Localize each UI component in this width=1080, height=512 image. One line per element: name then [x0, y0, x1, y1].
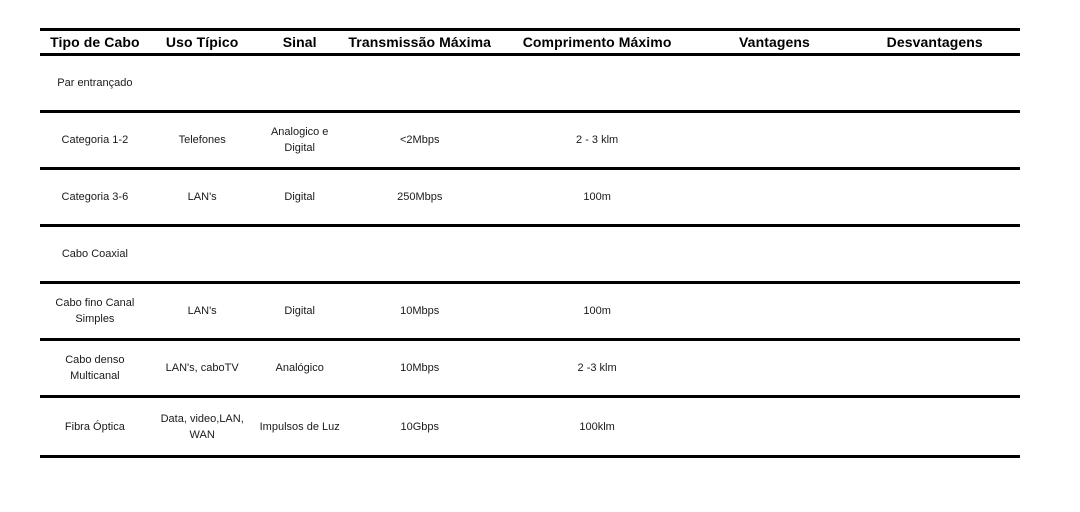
- cell-comprimento-maximo: [495, 226, 700, 283]
- cable-comparison-table: Tipo de Cabo Uso Típico Sinal Transmissã…: [40, 28, 1020, 458]
- cell-desvantagens: [849, 397, 1020, 457]
- header-row: Tipo de Cabo Uso Típico Sinal Transmissã…: [40, 29, 1020, 55]
- cell-uso-tipico: LAN's: [187, 305, 217, 317]
- table-row-cabo-fino-canal-simples: Cabo fino Canal Simples LAN's Digital 10…: [40, 283, 1020, 340]
- cell-tipo-de-cabo: Cabo denso Multicanal: [65, 354, 125, 382]
- cell-sinal: Analógico: [275, 362, 324, 374]
- cell-sinal: [255, 226, 345, 283]
- cell-tipo-de-cabo: Par entrançado: [57, 77, 133, 89]
- cell-uso-tipico: LAN's: [187, 191, 217, 203]
- cell-tipo-de-cabo: Cabo fino Canal Simples: [55, 297, 135, 325]
- cell-transmissao-maxima: <2Mbps: [400, 134, 440, 146]
- column-header-comprimento-maximo: Comprimento Máximo: [522, 33, 672, 50]
- column-header-vantagens: Vantagens: [739, 33, 810, 50]
- cell-uso-tipico: LAN's, caboTV: [165, 362, 239, 374]
- cell-comprimento-maximo: [495, 55, 700, 112]
- table-row-categoria-1-2: Categoria 1-2 Telefones Analogico e Digi…: [40, 112, 1020, 169]
- cell-desvantagens: [849, 112, 1020, 169]
- cell-sinal: Impulsos de Luz: [259, 420, 340, 433]
- cell-tipo-de-cabo: Categoria 3-6: [61, 191, 129, 203]
- cell-tipo-de-cabo: Fibra Óptica: [64, 420, 125, 433]
- cell-transmissao-maxima: 10Mbps: [400, 305, 440, 317]
- cell-tipo-de-cabo: Cabo Coaxial: [61, 248, 128, 260]
- cell-sinal: Digital: [284, 305, 315, 317]
- cell-comprimento-maximo: 100m: [583, 191, 611, 203]
- column-header-uso-tipico: Uso Típico: [165, 33, 239, 50]
- cell-vantagens: [700, 55, 850, 112]
- cell-sinal: Analogico e Digital: [270, 126, 329, 154]
- cell-vantagens: [700, 283, 850, 340]
- cell-vantagens: [700, 397, 850, 457]
- table-row-par-entrancado: Par entrançado: [40, 55, 1020, 112]
- cell-desvantagens: [849, 283, 1020, 340]
- table-row-cabo-coaxial: Cabo Coaxial: [40, 226, 1020, 283]
- cell-vantagens: [700, 226, 850, 283]
- cell-transmissao-maxima: 10Mbps: [400, 362, 440, 374]
- cell-desvantagens: [849, 340, 1020, 397]
- cell-uso-tipico: [150, 55, 255, 112]
- column-header-transmissao-maxima: Transmissão Máxima: [348, 33, 492, 50]
- cell-transmissao-maxima: 250Mbps: [397, 191, 443, 203]
- cell-vantagens: [700, 169, 850, 226]
- cell-tipo-de-cabo: Categoria 1-2: [61, 134, 129, 146]
- cell-desvantagens: [849, 55, 1020, 112]
- cell-uso-tipico: [150, 226, 255, 283]
- table-row-fibra-optica: Fibra Óptica Data, video,LAN, WAN Impuls…: [40, 397, 1020, 457]
- table-row-cabo-denso-multicanal: Cabo denso Multicanal LAN's, caboTV Anal…: [40, 340, 1020, 397]
- column-header-tipo-de-cabo: Tipo de Cabo: [50, 33, 140, 50]
- table-row-categoria-3-6: Categoria 3-6 LAN's Digital 250Mbps 100m: [40, 169, 1020, 226]
- cell-transmissao-maxima: 10Gbps: [400, 420, 439, 433]
- cell-sinal: Digital: [284, 191, 315, 203]
- cell-comprimento-maximo: 100klm: [579, 420, 615, 433]
- column-header-desvantagens: Desvantagens: [886, 33, 983, 50]
- cell-uso-tipico: Telefones: [178, 134, 226, 146]
- cell-transmissao-maxima: [345, 226, 495, 283]
- cell-sinal: [255, 55, 345, 112]
- cell-desvantagens: [849, 226, 1020, 283]
- cell-comprimento-maximo: 2 -3 klm: [577, 362, 617, 374]
- cell-vantagens: [700, 112, 850, 169]
- cell-desvantagens: [849, 169, 1020, 226]
- cell-comprimento-maximo: 100m: [583, 305, 611, 317]
- cell-vantagens: [700, 340, 850, 397]
- cell-comprimento-maximo: 2 - 3 klm: [576, 134, 619, 146]
- cell-transmissao-maxima: [345, 55, 495, 112]
- cell-uso-tipico: Data, video,LAN, WAN: [160, 412, 244, 441]
- column-header-sinal: Sinal: [282, 33, 317, 50]
